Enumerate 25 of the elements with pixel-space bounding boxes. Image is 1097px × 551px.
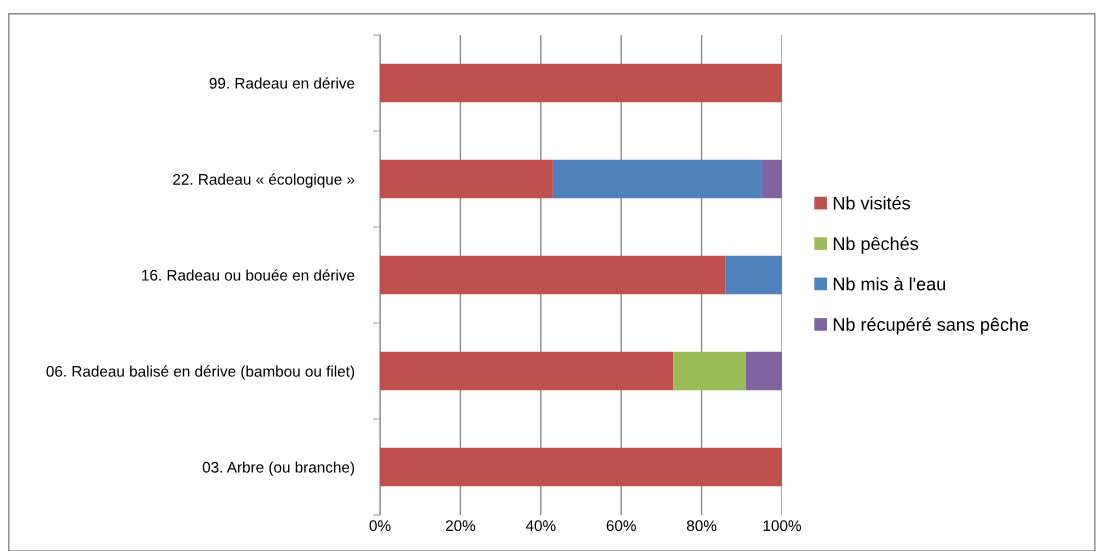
bar	[761, 159, 782, 199]
bar	[552, 159, 762, 199]
bar	[745, 351, 782, 391]
bar	[380, 447, 782, 487]
legend-label: Nb pêchés	[833, 236, 919, 254]
legend-label: Nb mis à l'eau	[833, 276, 946, 291]
x-tick-label: 0%	[369, 520, 391, 532]
legend-label: Nb récupéré sans pêche	[833, 317, 1029, 335]
y-tick-label: 16. Radeau ou bouée en dérive	[142, 269, 355, 281]
bar	[380, 159, 553, 199]
x-tick-label: 20%	[445, 520, 476, 532]
x-tick-label: 40%	[525, 520, 556, 532]
y-tick-label: 06. Radeau balisé en dérive (bambou ou filet)	[46, 365, 355, 380]
x-tick-label: 80%	[686, 520, 717, 532]
y-tick-label: 22. Radeau « écologique »	[173, 173, 355, 188]
y-tick-label: 03. Arbre (ou branche)	[202, 461, 355, 476]
x-tick-label: 100%	[763, 520, 801, 532]
x-tick-label: 60%	[606, 520, 636, 532]
bar	[380, 351, 674, 391]
bar	[725, 255, 782, 295]
bar	[673, 351, 746, 391]
bar	[380, 63, 782, 103]
legend-label: Nb visités	[833, 196, 910, 210]
bar	[380, 255, 726, 295]
y-tick-label: 99. Radeau en dérive	[209, 77, 355, 89]
